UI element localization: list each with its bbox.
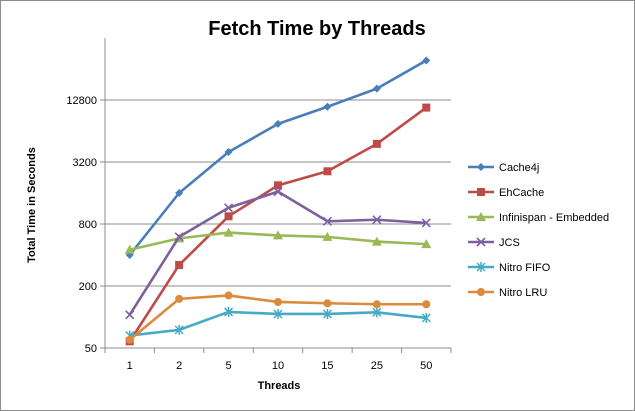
x-tick-label: 10	[272, 360, 284, 372]
legend-swatch-marker	[477, 163, 485, 171]
data-point	[322, 216, 332, 226]
series-nitro-lru	[125, 291, 431, 344]
data-point	[175, 260, 184, 269]
legend: Cache4j EhCache Infinispan - Embedded JCS Ni…	[468, 162, 609, 299]
legend-swatch-marker	[476, 212, 486, 221]
x-tick-label: 1	[127, 360, 133, 372]
y-tick-label: 3200	[73, 157, 97, 169]
y-tick-label: 12800	[66, 95, 97, 107]
data-point	[421, 239, 432, 249]
data-point	[323, 167, 332, 176]
legend-swatch-marker	[477, 288, 485, 296]
data-point	[323, 299, 332, 308]
legend-item-cache4j: Cache4j	[468, 162, 539, 174]
data-point	[175, 294, 184, 303]
legend-swatch-marker	[476, 262, 486, 272]
legend-label: Cache4j	[499, 162, 539, 174]
data-point	[421, 312, 431, 323]
legend-label: Nitro FIFO	[499, 262, 551, 274]
x-tick-label: 50	[420, 360, 432, 372]
series-nitro-fifo	[125, 306, 431, 341]
data-point	[422, 300, 431, 309]
data-point	[422, 56, 431, 65]
legend-swatch-marker	[477, 188, 485, 196]
series-cache4j	[125, 56, 431, 259]
data-point	[371, 236, 382, 246]
data-point	[224, 148, 233, 157]
x-tick-label: 25	[371, 360, 383, 372]
legend-label: Nitro LRU	[499, 287, 547, 299]
x-axis-label: Threads	[258, 380, 301, 392]
data-point	[223, 227, 234, 237]
chart-title: Fetch Time by Threads	[208, 18, 425, 40]
y-tick-label: 50	[85, 343, 97, 355]
legend-label: Infinispan - Embedded	[499, 212, 609, 224]
gridlines	[105, 99, 451, 287]
data-point	[273, 230, 283, 240]
legend-item-ehcache: EhCache	[468, 187, 544, 199]
y-axis-label: Total Time in Seconds	[26, 147, 38, 263]
data-point	[274, 119, 282, 128]
legend-item-nitro-lru: Nitro LRU	[468, 287, 547, 299]
data-point	[274, 181, 282, 190]
data-point	[174, 232, 184, 242]
data-point	[125, 335, 134, 344]
y-tick-label: 200	[79, 281, 97, 293]
data-point	[124, 244, 135, 254]
data-point	[421, 218, 431, 228]
data-point	[372, 215, 382, 225]
data-point	[323, 102, 332, 111]
series-layer	[124, 56, 432, 346]
data-point	[274, 297, 282, 306]
data-point	[224, 291, 233, 300]
legend-item-jcs: JCS	[468, 237, 520, 249]
data-point	[224, 203, 234, 213]
legend-item-infinispan-embedded: Infinispan - Embedded	[468, 212, 609, 224]
legend-label: JCS	[499, 237, 520, 249]
data-point	[273, 187, 283, 197]
data-point	[224, 212, 233, 221]
data-point	[372, 84, 381, 93]
data-point	[175, 189, 184, 197]
legend-item-nitro-fifo: Nitro FIFO	[468, 262, 551, 274]
data-point	[322, 308, 332, 319]
legend-label: EhCache	[499, 187, 544, 199]
series-line	[128, 190, 427, 316]
data-point	[372, 307, 382, 318]
legend-swatch-marker	[476, 237, 486, 247]
data-point	[372, 300, 381, 309]
data-point	[174, 324, 184, 335]
series-jcs	[125, 187, 431, 320]
data-point	[273, 308, 283, 319]
x-tick-label: 5	[226, 360, 232, 372]
data-point	[125, 310, 135, 320]
data-point	[372, 139, 381, 148]
x-tick-label: 2	[176, 360, 182, 372]
data-point	[224, 306, 234, 317]
series-line	[128, 59, 427, 256]
data-point	[422, 103, 431, 112]
y-tick-label: 800	[79, 219, 97, 231]
data-point	[322, 231, 333, 241]
x-tick-label: 15	[321, 360, 333, 372]
